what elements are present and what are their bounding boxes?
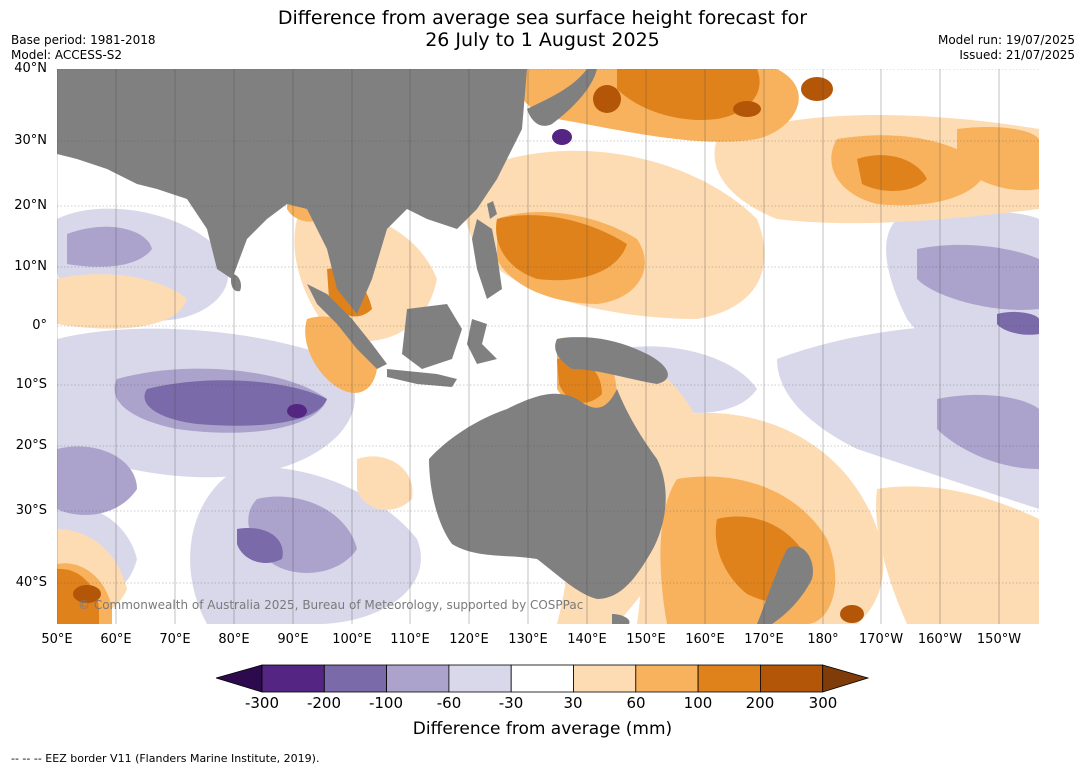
lon-label: 160°W — [917, 632, 963, 647]
lon-label: 120°E — [449, 632, 489, 647]
lat-label: 0° — [32, 318, 47, 333]
colorbar-label: Difference from average (mm) — [412, 719, 673, 739]
colorbar-tick: 60 — [626, 694, 646, 712]
colorbar-tick: 300 — [808, 694, 838, 712]
colorbar-tick: 100 — [683, 694, 713, 712]
eez-border-note: -- -- -- EEZ border V11 (Flanders Marine… — [11, 752, 320, 765]
lon-label: 150°E — [626, 632, 666, 647]
copyright-notice: © Commonwealth of Australia 2025, Bureau… — [78, 598, 584, 612]
lat-label: 40°N — [14, 61, 47, 76]
sri-lanka — [230, 274, 242, 292]
lon-label: 100°E — [332, 632, 372, 647]
colorbar-segment — [510, 664, 574, 693]
colorbar-segment — [323, 664, 388, 693]
colorbar-segment — [697, 664, 761, 693]
anomaly-brown — [73, 77, 864, 623]
land-masses — [57, 69, 813, 624]
left-metadata: Base period: 1981-2018 Model: ACCESS-S2 — [11, 33, 156, 63]
colorbar-segment — [448, 664, 512, 693]
new-zealand — [757, 546, 813, 624]
taiwan — [487, 201, 497, 219]
tasmania — [612, 614, 630, 624]
graticule — [57, 69, 1039, 624]
borneo — [402, 304, 462, 369]
lat-label: 30°N — [14, 133, 47, 148]
sea-surface-height-map — [57, 69, 1039, 624]
anomaly-dark-purple — [144, 311, 1039, 564]
lon-label: 150°W — [976, 632, 1022, 647]
lon-label: 80°E — [218, 632, 250, 647]
colorbar-min-arrow — [216, 664, 263, 693]
lon-label: 170°W — [858, 632, 904, 647]
lon-label: 110°E — [390, 632, 430, 647]
map-title-line-1: Difference from average sea surface heig… — [277, 7, 808, 29]
model-run: Model run: 19/07/2025 — [937, 33, 1075, 47]
lon-label: 90°E — [277, 632, 309, 647]
new-guinea — [555, 337, 668, 384]
lon-label: 140°E — [567, 632, 607, 647]
lat-label: 10°N — [14, 259, 47, 274]
colorbar — [216, 664, 870, 693]
base-period: Base period: 1981-2018 — [11, 33, 156, 47]
lon-label: 50°E — [41, 632, 73, 647]
anomaly-medium-purple — [57, 226, 1039, 573]
model-name: Model: ACCESS-S2 — [11, 48, 123, 62]
colorbar-max-arrow — [822, 664, 870, 693]
philippines — [472, 219, 502, 299]
colorbar-tick: -200 — [306, 694, 342, 712]
asia-landmass — [57, 69, 527, 314]
colorbar-tick: 200 — [745, 694, 775, 712]
right-metadata: Model run: 19/07/2025 Issued: 21/07/2025 — [938, 33, 1075, 63]
issued-date: Issued: 21/07/2025 — [959, 48, 1075, 62]
lat-label: 20°S — [15, 438, 47, 453]
lat-label: 30°S — [15, 503, 47, 518]
lat-label: 20°N — [14, 198, 47, 213]
java — [387, 369, 457, 387]
lon-label: 160°E — [685, 632, 725, 647]
sulawesi — [467, 319, 497, 364]
colorbar-tick: -60 — [436, 694, 462, 712]
sumatra — [307, 284, 387, 369]
map-title-line-2: 26 July to 1 August 2025 — [425, 29, 660, 51]
colorbar-tick: -100 — [368, 694, 404, 712]
colorbar-segment — [760, 664, 824, 693]
japan — [527, 69, 597, 126]
lon-label: 70°E — [159, 632, 191, 647]
lat-label: 40°S — [15, 575, 47, 590]
colorbar-tick: 30 — [563, 694, 583, 712]
colorbar-segment — [635, 664, 699, 693]
lon-label: 60°E — [100, 632, 132, 647]
lat-label: 10°S — [15, 377, 47, 392]
colorbar-segment — [386, 664, 450, 693]
colorbar-segment — [261, 664, 325, 693]
lon-label: 180° — [807, 632, 839, 647]
colorbar-tick: -300 — [244, 694, 280, 712]
lon-label: 130°E — [508, 632, 548, 647]
colorbar-tick: -30 — [498, 694, 524, 712]
australia — [429, 389, 666, 599]
colorbar-segment — [573, 664, 637, 693]
lon-label: 170°E — [744, 632, 784, 647]
